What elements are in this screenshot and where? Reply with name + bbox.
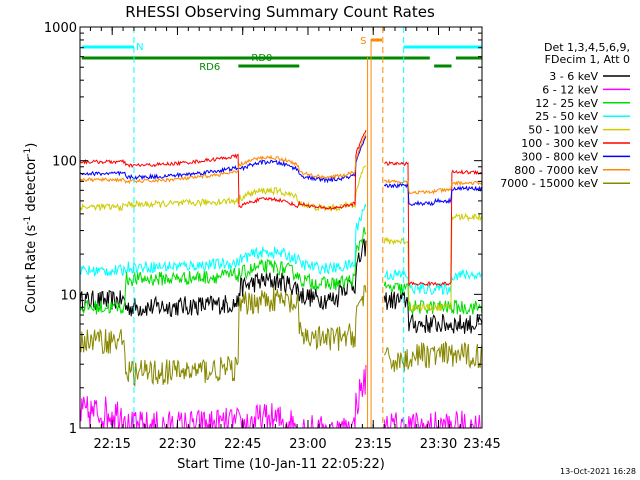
series-line bbox=[79, 134, 483, 195]
y-axis-label-main: Count Rate (s bbox=[24, 225, 39, 314]
legend-header: FDecim 1, Att 0 bbox=[545, 53, 630, 66]
legend-entry-label: 100 - 300 keV bbox=[521, 137, 598, 150]
night-label: N bbox=[136, 42, 143, 53]
y-axis-label-sup2: -1 bbox=[23, 148, 33, 157]
x-axis: 22:15 22:30 22:45 23:00 23:15 23:30 23:45 bbox=[89, 27, 501, 452]
y-axis-label: Count Rate (s-1 detector-1) bbox=[23, 143, 39, 314]
series-line bbox=[79, 227, 483, 316]
legend-entry-label: 12 - 25 keV bbox=[535, 97, 598, 110]
x-tick-label: 22:45 bbox=[224, 437, 261, 452]
y-axis-label-mid: detector bbox=[24, 156, 39, 216]
x-tick-label: 23:00 bbox=[289, 437, 326, 452]
legend-entry-label: 25 - 50 keV bbox=[535, 110, 598, 123]
legend-entry-label: 300 - 800 keV bbox=[521, 150, 598, 163]
y-axis-label-sup: -1 bbox=[23, 216, 33, 225]
x-tick-label: 22:30 bbox=[159, 437, 196, 452]
series-line bbox=[79, 204, 483, 296]
y-tick-label: 1000 bbox=[44, 21, 77, 36]
x-tick-label: 23:45 bbox=[463, 437, 500, 452]
legend-entry-label: 6 - 12 keV bbox=[542, 83, 598, 96]
x-axis-label: Start Time (10-Jan-11 22:05:22) bbox=[177, 457, 385, 472]
legend-entry-label: 800 - 7000 keV bbox=[514, 164, 598, 177]
x-tick-label: 23:15 bbox=[354, 437, 391, 452]
legend: Det 1,3,4,5,6,9,FDecim 1, Att 0 3 - 6 keV… bbox=[500, 41, 630, 190]
legend-entry-label: 7000 - 15000 keV bbox=[500, 177, 598, 190]
plot-area: N RD0 RD6 S bbox=[79, 27, 483, 430]
series-line bbox=[79, 129, 483, 287]
legend-entry-label: 50 - 100 keV bbox=[528, 124, 598, 137]
x-tick-label: 23:30 bbox=[420, 437, 457, 452]
y-tick-label: 1 bbox=[69, 422, 77, 437]
y-tick-label: 10 bbox=[60, 288, 77, 303]
rd6-label: RD6 bbox=[199, 62, 220, 73]
saa-label: S bbox=[360, 36, 366, 47]
series-line bbox=[79, 364, 482, 430]
chart-title: RHESSI Observing Summary Count Rates bbox=[125, 3, 435, 21]
rd0-label: RD0 bbox=[251, 53, 272, 64]
series-line bbox=[79, 238, 483, 334]
legend-header: Det 1,3,4,5,6,9, bbox=[544, 41, 630, 54]
y-tick-label: 100 bbox=[52, 155, 77, 170]
legend-entry-label: 3 - 6 keV bbox=[549, 70, 598, 83]
x-tick-label: 22:15 bbox=[93, 437, 130, 452]
series-line bbox=[79, 136, 483, 207]
y-axis: 1 10 100 1000 bbox=[44, 21, 482, 437]
timestamp: 13-Oct-2021 16:28 bbox=[560, 467, 636, 476]
y-axis-label-end: ) bbox=[24, 143, 39, 148]
series-line bbox=[79, 284, 483, 387]
plot-frame bbox=[79, 26, 483, 429]
series-line bbox=[79, 165, 483, 313]
